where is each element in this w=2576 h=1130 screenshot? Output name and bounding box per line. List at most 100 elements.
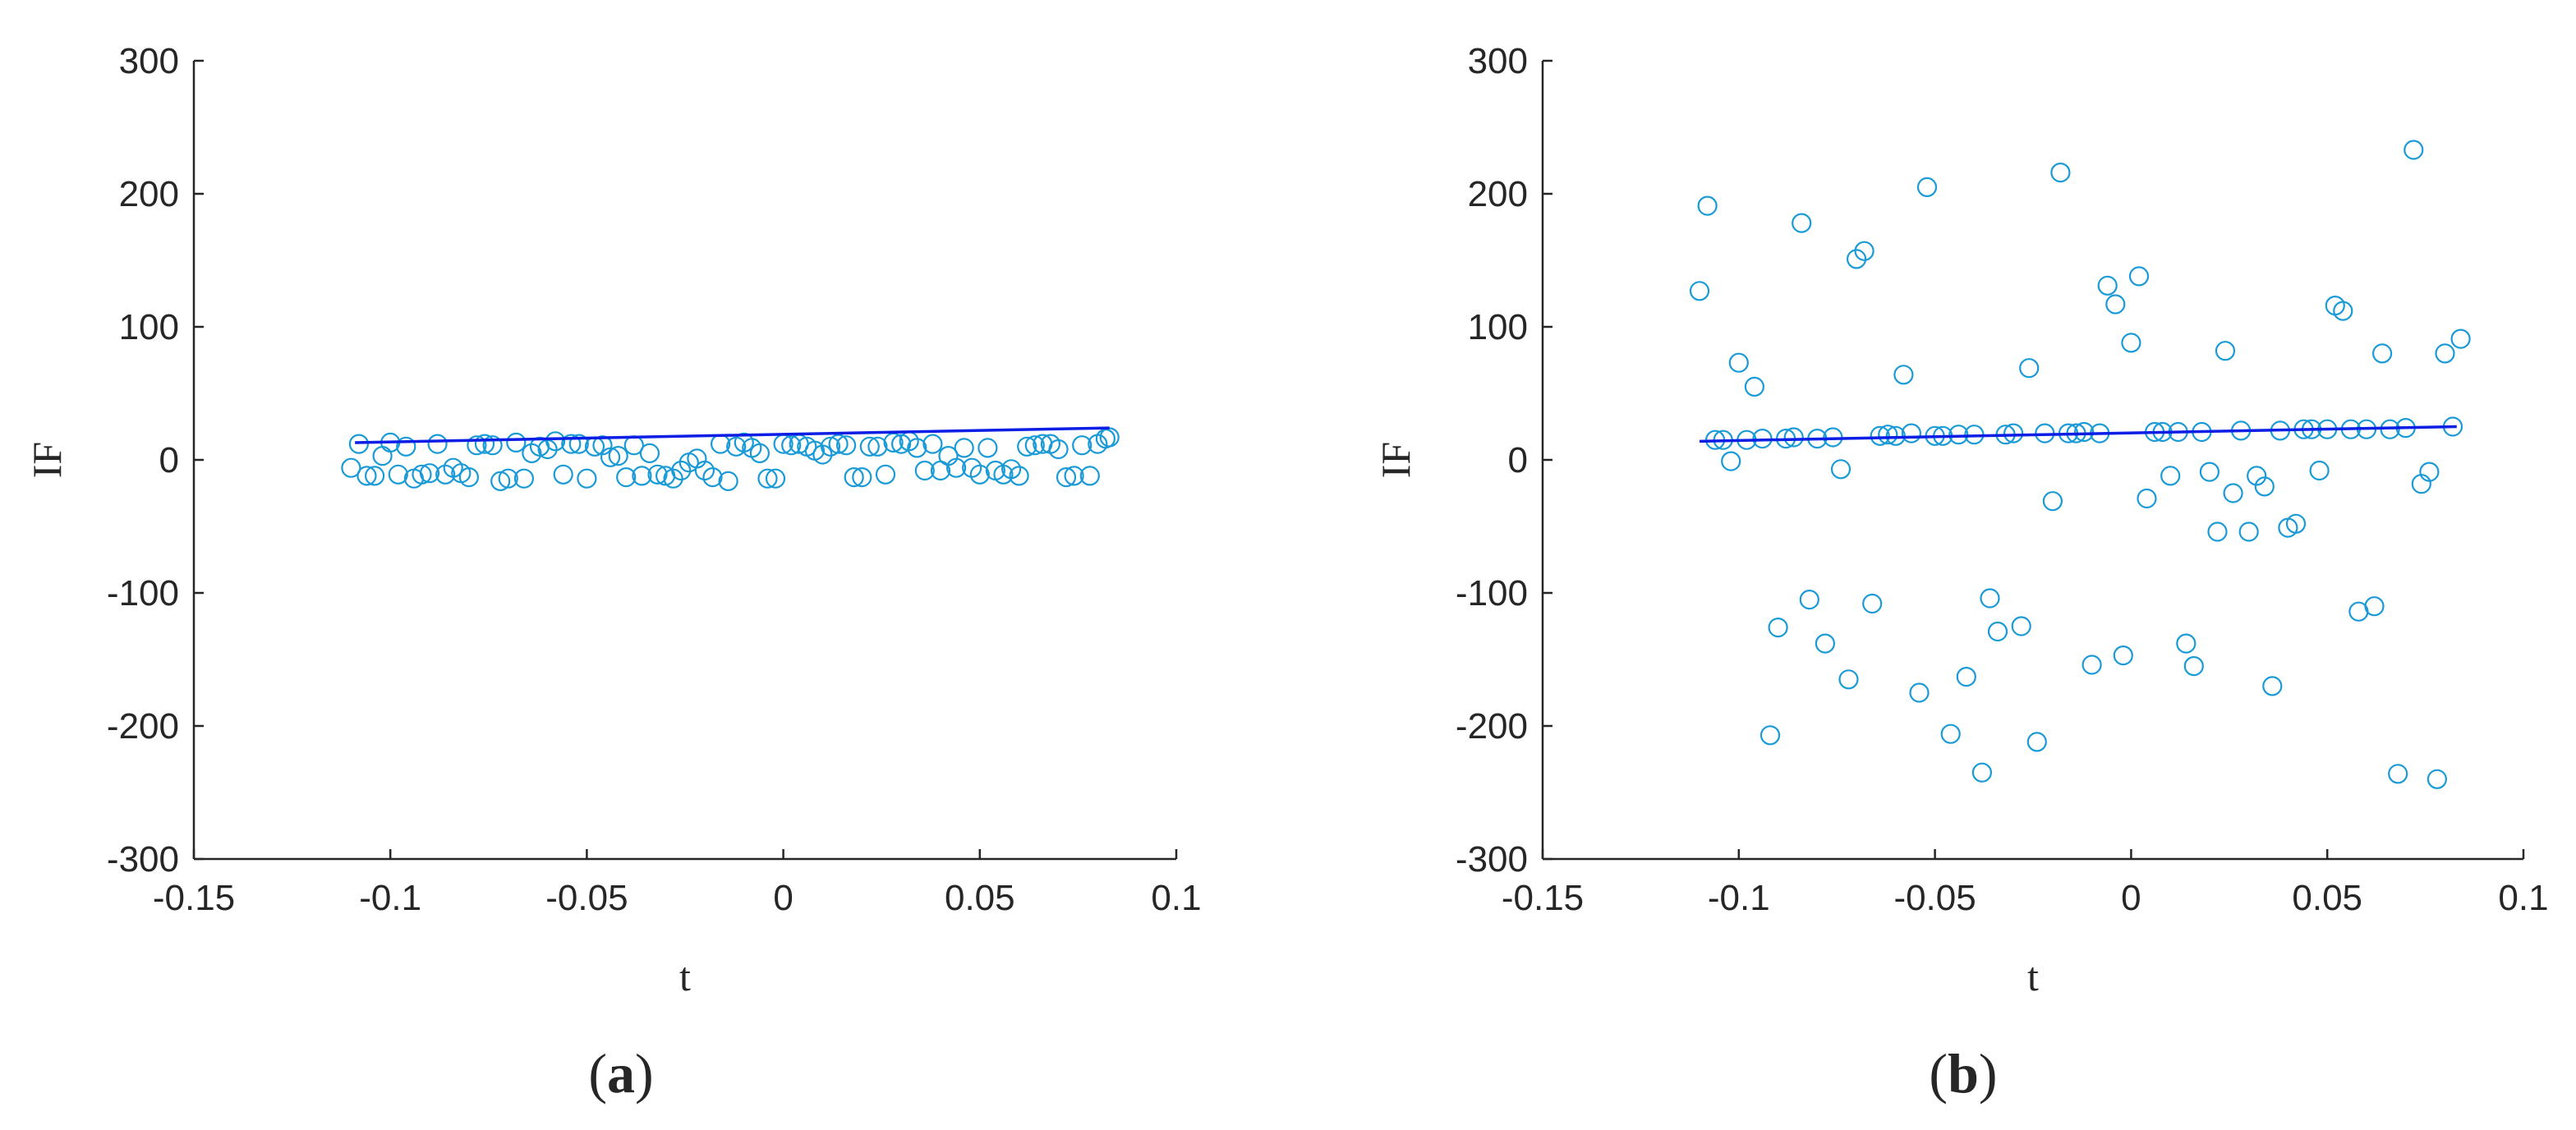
data-point [702, 466, 723, 488]
data-point [1728, 352, 1749, 373]
x-tick-label: -0.05 [545, 878, 628, 918]
panel-label: (a) [588, 1042, 653, 1105]
data-point [2050, 163, 2071, 183]
y-tick-label: -300 [107, 839, 179, 880]
x-axis-label: t [679, 953, 691, 999]
data-point [419, 463, 440, 484]
data-point [828, 434, 849, 454]
data-point [568, 434, 589, 454]
data-point [513, 468, 535, 489]
data-point [639, 443, 660, 464]
chart-panel-b: -0.15 -0.1 -0.05 0 0.05 0.1 300 200 100 0 -100 -200… [1373, 41, 2549, 1105]
fit-line [355, 426, 1110, 444]
data-point [388, 464, 408, 485]
data-point [2019, 358, 2040, 379]
y-tick-label: -100 [1456, 573, 1528, 613]
fit-line [1700, 425, 2457, 443]
data-point [2113, 645, 2133, 666]
data-point [1847, 249, 1867, 269]
data-point [2121, 333, 2141, 353]
y-tick-label: -200 [1456, 706, 1528, 746]
data-point [2333, 301, 2353, 321]
data-point [1697, 195, 1718, 216]
data-point [482, 435, 503, 456]
data-point [1099, 427, 1120, 448]
data-point [718, 471, 738, 492]
data-point [2042, 491, 2063, 512]
data-point [1721, 451, 1741, 471]
data-point [1783, 427, 1804, 448]
data-point [2247, 466, 2267, 486]
data-point [749, 443, 770, 464]
y-tick-label: 100 [1468, 307, 1528, 347]
data-point [1072, 435, 1092, 456]
data-point [2254, 476, 2275, 497]
data-point [372, 445, 393, 466]
data-point [1768, 617, 1788, 638]
data-point [2309, 460, 2330, 481]
data-point [341, 457, 361, 478]
data-point [490, 471, 511, 492]
data-point [1980, 588, 2000, 609]
data-point [1909, 682, 1930, 703]
panel-label-close: ) [635, 1042, 654, 1105]
y-tick-label: 200 [119, 174, 179, 214]
y-tick-label: 0 [1508, 440, 1528, 480]
data-point [1948, 425, 1969, 445]
data-point [1870, 425, 1890, 446]
y-tick-label: 200 [1468, 174, 1528, 214]
data-point [2183, 655, 2204, 677]
data-point [608, 445, 628, 466]
y-tick-label: 0 [159, 440, 179, 480]
data-point [1056, 466, 1077, 488]
data-point [2364, 596, 2385, 617]
y-tick-label: 300 [119, 41, 179, 81]
data-point [1901, 423, 1921, 443]
data-point [1916, 177, 1938, 197]
data-point [2097, 275, 2118, 296]
data-point [2105, 294, 2126, 315]
x-tick-label: 0 [2121, 878, 2141, 918]
y-tick-label: -100 [107, 573, 179, 613]
data-point [600, 447, 621, 467]
data-point [2199, 462, 2220, 482]
data-point [1744, 376, 1764, 397]
data-point [1830, 459, 1852, 480]
data-point [835, 435, 857, 456]
data-point [914, 460, 935, 481]
data-point [647, 464, 668, 485]
data-point [1689, 281, 1710, 301]
data-point [1079, 466, 1100, 486]
data-point [1009, 466, 1029, 486]
data-point [1838, 669, 1859, 690]
data-point [474, 434, 495, 454]
panel-label-letter: b [1948, 1042, 1979, 1105]
data-point [765, 468, 786, 489]
data-point [922, 434, 943, 454]
data-point [1799, 589, 1819, 610]
data-point [671, 460, 692, 481]
data-point [553, 464, 573, 485]
data-point [396, 436, 416, 457]
data-point [506, 432, 527, 453]
data-point [1792, 213, 1812, 233]
data-point [1940, 723, 1961, 744]
x-tick-label: -0.15 [153, 878, 235, 918]
data-point [757, 468, 778, 489]
data-point [1862, 593, 1883, 614]
data-point [867, 436, 888, 457]
data-point [632, 466, 652, 486]
data-point [2262, 676, 2283, 696]
x-tick-label: 0.05 [945, 878, 1015, 918]
y-tick-label: -200 [107, 706, 179, 746]
data-point [412, 464, 432, 485]
data-point [1064, 466, 1084, 486]
panel-label-open: ( [1929, 1042, 1948, 1105]
data-point [1048, 439, 1069, 460]
data-point [2404, 140, 2424, 160]
data-point [2223, 483, 2243, 503]
x-tick-label: 0 [773, 878, 793, 918]
data-point [545, 431, 566, 452]
x-tick-label: -0.1 [1708, 878, 1770, 918]
